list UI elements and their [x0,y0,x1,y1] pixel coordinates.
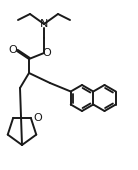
Text: O: O [43,48,51,58]
Text: O: O [34,113,43,123]
Text: O: O [9,45,17,55]
Text: N: N [40,19,48,29]
